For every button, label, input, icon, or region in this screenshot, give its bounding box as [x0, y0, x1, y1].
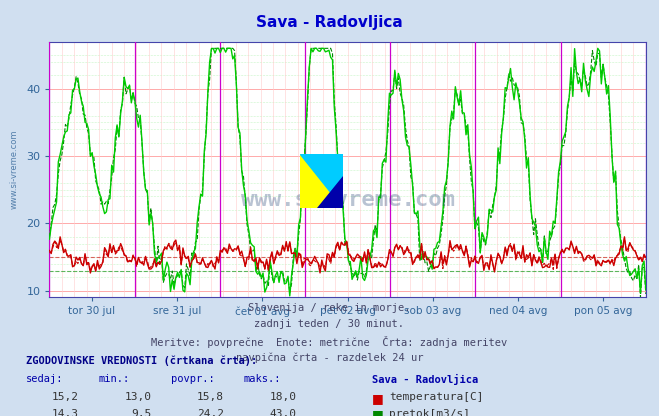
- Text: 14,3: 14,3: [52, 409, 79, 416]
- Text: navpična črta - razdelek 24 ur: navpična črta - razdelek 24 ur: [236, 353, 423, 363]
- Text: 24,2: 24,2: [197, 409, 224, 416]
- Text: 15,2: 15,2: [52, 392, 79, 402]
- Text: www.si-vreme.com: www.si-vreme.com: [9, 130, 18, 209]
- Text: ■: ■: [372, 392, 384, 405]
- Text: Meritve: povprečne  Enote: metrične  Črta: zadnja meritev: Meritve: povprečne Enote: metrične Črta:…: [152, 336, 507, 348]
- Text: zadnji teden / 30 minut.: zadnji teden / 30 minut.: [254, 319, 405, 329]
- Text: temperatura[C]: temperatura[C]: [389, 392, 483, 402]
- Text: maks.:: maks.:: [244, 374, 281, 384]
- Polygon shape: [300, 154, 343, 208]
- Text: sedaj:: sedaj:: [26, 374, 64, 384]
- Text: 18,0: 18,0: [270, 392, 297, 402]
- Text: Sava - Radovljica: Sava - Radovljica: [256, 15, 403, 30]
- Text: pretok[m3/s]: pretok[m3/s]: [389, 409, 470, 416]
- Text: 43,0: 43,0: [270, 409, 297, 416]
- Text: povpr.:: povpr.:: [171, 374, 215, 384]
- Polygon shape: [317, 176, 343, 208]
- Text: 15,8: 15,8: [197, 392, 224, 402]
- Text: ZGODOVINSKE VREDNOSTI (črtkana črta):: ZGODOVINSKE VREDNOSTI (črtkana črta):: [26, 356, 258, 366]
- Text: www.si-vreme.com: www.si-vreme.com: [241, 190, 455, 210]
- Text: Sava - Radovljica: Sava - Radovljica: [372, 374, 478, 386]
- Text: Slovenija / reke in morje.: Slovenija / reke in morje.: [248, 303, 411, 313]
- Text: 9,5: 9,5: [131, 409, 152, 416]
- Text: min.:: min.:: [99, 374, 130, 384]
- Polygon shape: [300, 154, 343, 208]
- Text: ■: ■: [372, 409, 384, 416]
- Text: 13,0: 13,0: [125, 392, 152, 402]
